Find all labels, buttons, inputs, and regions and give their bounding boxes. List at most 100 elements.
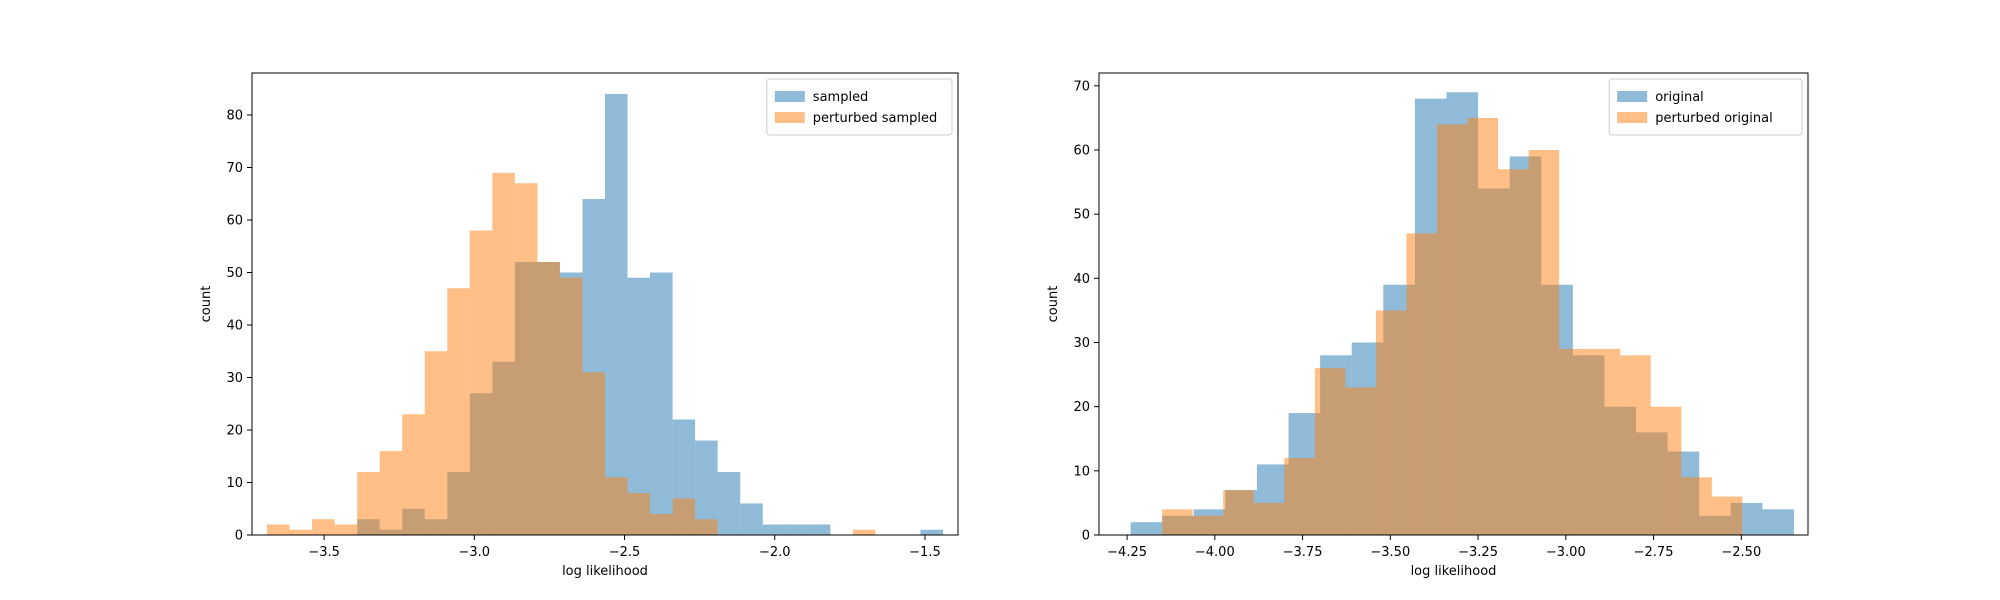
right-x-tick-label: −3.00 <box>1546 545 1586 560</box>
right-y-tick-label: 0 <box>1082 529 1090 544</box>
left-x-axis-label: log likelihood <box>562 564 648 579</box>
left-series-1-bar <box>424 351 448 535</box>
left-series-1-bar <box>605 477 628 535</box>
left-series-1-bar <box>492 172 515 535</box>
left-legend-box <box>766 78 953 136</box>
left-series-1-bar <box>650 514 673 535</box>
left-series-1-bar <box>514 183 538 535</box>
left-x-axis-ticks: −3.5 −3.0 −2.5 −2.0 −1.5 <box>308 535 941 560</box>
left-axes-frame <box>251 72 959 536</box>
right-series-1-bar <box>1406 233 1438 536</box>
left-series-0-bar <box>807 524 831 535</box>
right-y-tick-label: 50 <box>1073 208 1090 223</box>
left-series-1-bar <box>447 288 470 535</box>
left-series-1-bar <box>334 524 358 535</box>
right-y-tick-label: 10 <box>1073 464 1090 479</box>
left-x-tick-label: −3.5 <box>308 545 340 560</box>
left-legend-swatch <box>774 112 805 123</box>
right-x-axis-label: log likelihood <box>1411 564 1497 579</box>
right-y-tick-label: 40 <box>1073 272 1090 287</box>
left-x-tick-label: −3.0 <box>459 545 491 560</box>
right-series-1-bar <box>1711 496 1743 535</box>
left-histogram-bars <box>267 94 943 535</box>
left-histogram-panel: −3.5 −3.0 −2.5 −2.0 −1.5 0 10 20 30 40 50 60 70 80 l… <box>199 72 959 579</box>
left-y-tick-label: 40 <box>226 319 243 334</box>
right-x-tick-label: −2.75 <box>1634 545 1674 560</box>
right-legend-swatch <box>1617 91 1648 102</box>
left-series-1-bar <box>695 519 718 535</box>
left-series-0-bar <box>605 94 628 535</box>
right-series-0-bar <box>1762 509 1794 535</box>
left-y-tick-label: 50 <box>226 266 243 281</box>
right-y-axis-ticks: 0 10 20 30 40 50 60 70 <box>1073 79 1099 544</box>
right-axes-frame <box>1098 72 1809 536</box>
left-legend-label: perturbed sampled <box>813 111 937 126</box>
left-x-tick-label: −2.5 <box>609 545 641 560</box>
right-series-1-bar <box>1620 355 1651 535</box>
left-series-1-bar <box>379 451 403 535</box>
right-legend: original perturbed original <box>1608 78 1803 136</box>
left-legend-swatch <box>774 91 805 102</box>
left-y-tick-label: 20 <box>226 424 243 439</box>
left-y-axis-label: count <box>199 286 214 323</box>
right-series-1-bar <box>1162 509 1193 535</box>
left-series-0-bar <box>627 277 651 535</box>
right-series-1-bar <box>1498 169 1529 535</box>
right-y-tick-label: 20 <box>1073 400 1090 415</box>
left-series-1-bar <box>672 498 696 535</box>
left-series-0-bar <box>785 524 808 535</box>
left-series-0-bar <box>695 440 718 535</box>
right-series-1-bar <box>1681 477 1712 535</box>
left-y-tick-label: 30 <box>226 371 243 386</box>
left-series-1-bar <box>559 277 583 535</box>
right-legend-label: perturbed original <box>1655 111 1773 126</box>
left-x-tick-label: −2.0 <box>759 545 791 560</box>
left-series-1-bar <box>357 472 380 535</box>
right-histogram-bars <box>1130 92 1794 536</box>
right-series-1-bar <box>1589 348 1621 535</box>
right-series-1-bar <box>1284 458 1315 535</box>
left-series-1-bar <box>582 372 605 535</box>
right-series-1-bar <box>1253 502 1285 535</box>
left-y-tick-label: 60 <box>226 214 243 229</box>
left-series-0-bar <box>740 503 763 535</box>
left-series-0-bar <box>762 524 786 535</box>
left-series-1-bar <box>267 524 290 535</box>
left-series-1-bar <box>469 230 493 535</box>
right-series-1-bar <box>1437 124 1468 535</box>
right-series-1-bar <box>1223 490 1254 535</box>
right-y-tick-label: 30 <box>1073 336 1090 351</box>
left-series-1-bar <box>289 529 313 535</box>
left-legend: sampled perturbed sampled <box>766 78 953 136</box>
right-series-1-bar <box>1467 117 1499 536</box>
left-series-1-bar <box>852 529 876 535</box>
right-x-axis-ticks: −4.25 −4.00 −3.75 −3.50 −3.25 −3.00 −2.75 −2.50 <box>1107 535 1761 560</box>
left-legend-label: sampled <box>813 90 869 105</box>
right-series-1-bar <box>1345 387 1376 535</box>
left-series-1-bar <box>312 519 335 535</box>
right-legend-box <box>1608 78 1803 136</box>
left-x-tick-label: −1.5 <box>909 545 941 560</box>
left-series-1-bar <box>402 414 425 535</box>
right-series-1-bar <box>1528 150 1560 535</box>
right-x-tick-label: −3.50 <box>1370 545 1410 560</box>
right-x-tick-label: −4.25 <box>1107 545 1147 560</box>
right-series-1-bar <box>1650 406 1682 535</box>
right-x-tick-label: −3.75 <box>1283 545 1323 560</box>
right-x-tick-label: −2.50 <box>1721 545 1761 560</box>
right-series-1-bar <box>1375 310 1407 535</box>
left-y-tick-label: 80 <box>226 109 243 124</box>
right-y-tick-label: 70 <box>1073 79 1090 94</box>
right-x-tick-label: −3.25 <box>1458 545 1498 560</box>
right-series-1-bar <box>1314 368 1346 535</box>
left-series-0-bar <box>717 472 741 535</box>
right-series-1-bar <box>1559 348 1590 535</box>
left-series-1-bar <box>537 262 560 535</box>
right-y-axis-label: count <box>1046 286 1061 323</box>
right-x-tick-label: −4.00 <box>1195 545 1235 560</box>
right-legend-swatch <box>1617 112 1648 123</box>
left-y-tick-label: 10 <box>226 476 243 491</box>
left-y-tick-label: 0 <box>235 529 243 544</box>
left-series-0-bar <box>650 272 673 535</box>
